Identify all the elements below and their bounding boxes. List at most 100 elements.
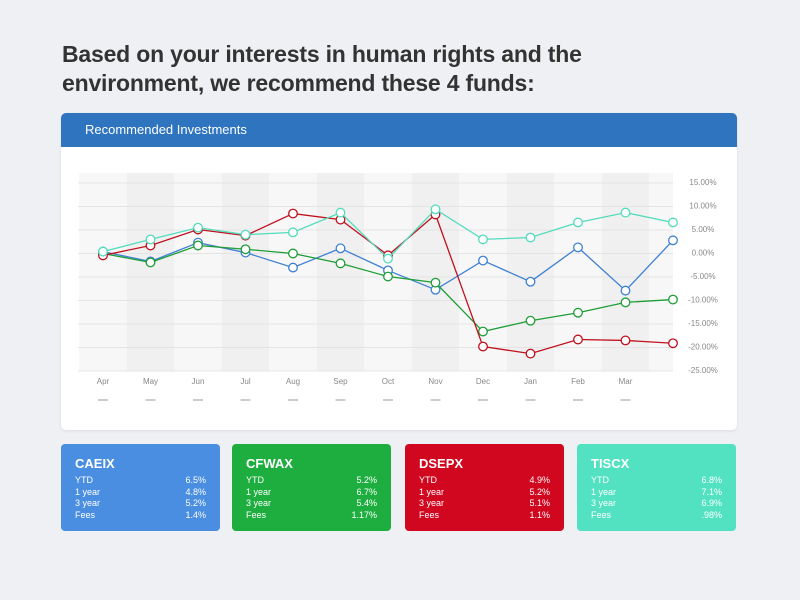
fund-value: 6.8% (701, 475, 722, 485)
fund-metric: YTD (419, 475, 437, 485)
data-point (668, 294, 678, 305)
y-tick-label: 0.00% (692, 249, 715, 258)
fund-row: Fees 1.1% (419, 510, 550, 522)
panel-title: Recommended Investments (61, 113, 737, 147)
x-tick-label: May (143, 377, 158, 386)
fund-row: 1 year 6.7% (246, 487, 377, 499)
fund-value: 1.17% (351, 509, 377, 520)
x-tick-label: Feb (571, 377, 585, 386)
fund-value: 6.5% (185, 475, 206, 485)
data-point (478, 326, 488, 337)
data-point (288, 262, 298, 273)
data-point (525, 276, 536, 287)
fund-value: 5.1% (529, 498, 550, 508)
data-point (383, 253, 393, 264)
fund-card: CFWAX YTD 5.2% 1 year 6.7% 3 year 5.4% Fees 1.17… (232, 444, 391, 531)
y-tick-label: -10.00% (688, 296, 718, 305)
fund-value: 5.2% (185, 498, 206, 508)
fund-row: Fees .98% (591, 510, 722, 522)
chart: 15.00% 10.00% 5.00% 0.00% -5.00% -10.00% -15.0… (78, 173, 718, 401)
data-point (668, 338, 678, 349)
x-tick-label: Jan (524, 377, 537, 386)
data-point (430, 204, 441, 215)
data-point (525, 315, 536, 326)
data-point (573, 242, 583, 253)
fund-value: 5.2% (356, 475, 377, 485)
data-point (193, 240, 203, 251)
data-point (193, 222, 203, 233)
fund-metric: 1 year (75, 486, 101, 497)
data-point (525, 348, 536, 359)
fund-row: YTD 5.2% (246, 475, 377, 487)
x-tick-label: Nov (428, 377, 442, 386)
fund-value: 1.1% (529, 509, 550, 520)
grid-band (649, 173, 673, 371)
grid-band (316, 173, 365, 371)
fund-row: 3 year 5.1% (419, 498, 550, 510)
y-tick-label: 5.00% (692, 225, 715, 234)
fund-row: YTD 6.5% (75, 475, 206, 487)
x-tick-label: Aug (286, 377, 300, 386)
fund-metric: 3 year (75, 498, 101, 508)
data-point (288, 227, 298, 238)
fund-name: CAEIX (75, 456, 115, 471)
grid-band (221, 173, 270, 371)
data-point (478, 234, 488, 245)
grid-band (79, 173, 127, 371)
data-point (98, 246, 108, 257)
data-point (668, 217, 678, 228)
data-point (240, 244, 251, 255)
grid-band (459, 173, 507, 371)
fund-value: 4.8% (185, 486, 206, 497)
data-point (430, 277, 441, 288)
grid-band (506, 173, 555, 371)
data-point (335, 207, 346, 218)
fund-metric: 3 year (246, 498, 272, 508)
grid-band (174, 173, 222, 371)
fund-metric: 1 year (591, 486, 617, 497)
fund-row: 3 year 5.4% (246, 498, 377, 510)
heading: Based on your interests in human rights … (62, 41, 582, 96)
fund-row: 1 year 4.8% (75, 487, 206, 499)
data-point (145, 234, 156, 245)
data-point (573, 334, 583, 345)
y-tick-label: -5.00% (690, 272, 715, 281)
fund-metric: YTD (591, 475, 609, 485)
fund-row: 3 year 5.2% (75, 498, 206, 510)
data-point (145, 257, 156, 268)
fund-metric: 1 year (419, 486, 445, 497)
data-point (478, 255, 488, 266)
fund-value: 6.9% (701, 498, 722, 508)
fund-metric: YTD (246, 475, 264, 485)
data-point (620, 335, 631, 346)
fund-value: 4.9% (529, 475, 550, 485)
data-point (335, 243, 346, 254)
fund-row: Fees 1.17% (246, 510, 377, 522)
grid-band (126, 173, 175, 371)
data-point (383, 271, 393, 282)
x-tick-label: Dec (476, 377, 490, 386)
x-tick-label: Jun (192, 377, 205, 386)
data-point (478, 341, 488, 352)
fund-metric: Fees (591, 509, 612, 520)
data-point (620, 207, 631, 218)
y-tick-label: 15.00% (689, 178, 716, 187)
fund-row: 1 year 7.1% (591, 487, 722, 499)
fund-name: CFWAX (246, 456, 293, 471)
y-tick-label: 10.00% (689, 202, 716, 211)
fund-card: TISCX YTD 6.8% 1 year 7.1% 3 year 6.9% Fees .98% (577, 444, 736, 531)
x-tick-label: Oct (382, 377, 395, 386)
chart-panel: Recommended Investments 15.00% 10.00% 5.00… (61, 113, 737, 430)
x-tick-label: Apr (97, 377, 110, 386)
data-point (335, 258, 346, 269)
fund-metric: Fees (419, 509, 440, 520)
y-tick-label: -15.00% (688, 319, 718, 328)
data-point (620, 285, 631, 296)
fund-metric: Fees (75, 509, 96, 520)
fund-row: 3 year 6.9% (591, 498, 722, 510)
fund-row: 1 year 5.2% (419, 487, 550, 499)
fund-value: 7.1% (701, 486, 722, 497)
fund-metric: YTD (75, 475, 93, 485)
fund-metric: 3 year (591, 498, 617, 508)
